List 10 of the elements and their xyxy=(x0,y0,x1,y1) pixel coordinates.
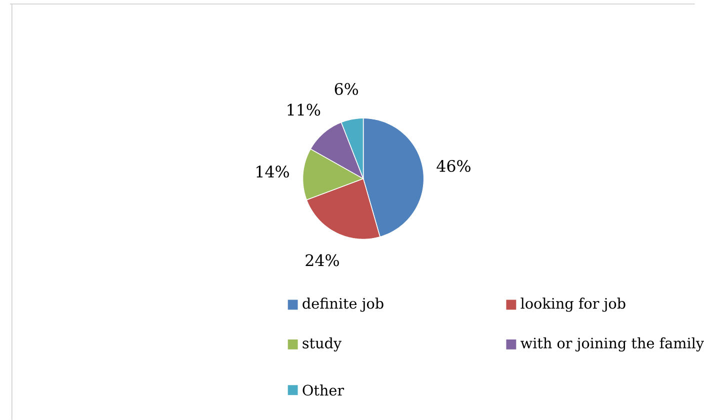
legend-label: looking for job xyxy=(520,298,626,312)
data-label: 11% xyxy=(288,104,320,116)
legend-label: Other xyxy=(302,384,344,396)
data-label: 46% xyxy=(436,160,470,172)
legend-label: study xyxy=(302,337,342,352)
legend-label: with or joining the family xyxy=(520,337,704,352)
data-label: 6% xyxy=(334,82,358,95)
legend-label: definite job xyxy=(302,298,384,312)
data-label: 24% xyxy=(306,254,339,266)
data-label: 14% xyxy=(256,165,289,178)
